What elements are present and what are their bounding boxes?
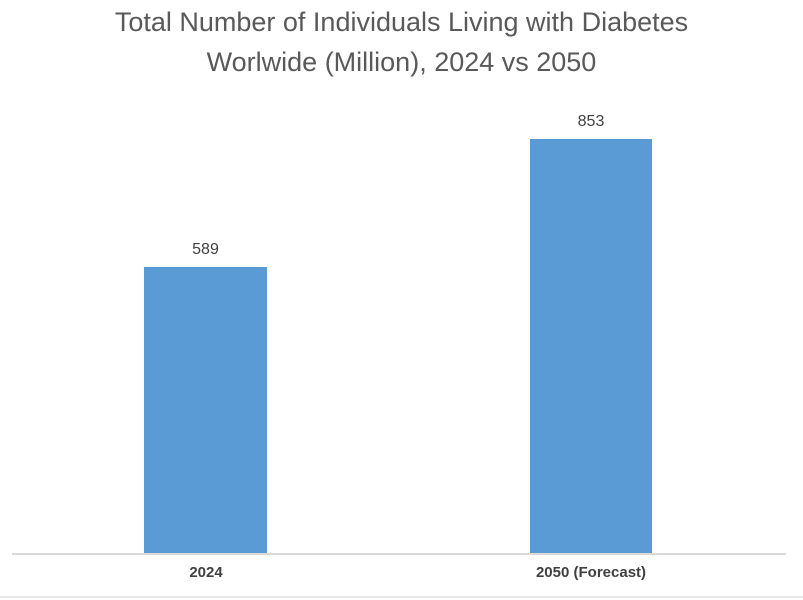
chart-title-line-1: Total Number of Individuals Living with … [114,7,689,37]
data-label-2024: 589 [192,241,219,258]
x-axis-line [12,553,786,555]
bar-2050 [530,139,652,554]
x-axis-label-2024: 2024 [189,564,223,581]
chart-title: Total Number of Individuals Living with … [0,2,803,82]
x-axis-label-2050: 2050 (Forecast) [535,564,647,581]
bar-group-2024: 589 [144,241,267,554]
data-label-2050: 853 [577,113,605,130]
bar-2024 [144,267,267,554]
bottom-divider [0,596,803,598]
chart-title-line-2: Worlwide (Million), 2024 vs 2050 [206,47,597,77]
bar-group-2050: 853 [530,113,652,554]
